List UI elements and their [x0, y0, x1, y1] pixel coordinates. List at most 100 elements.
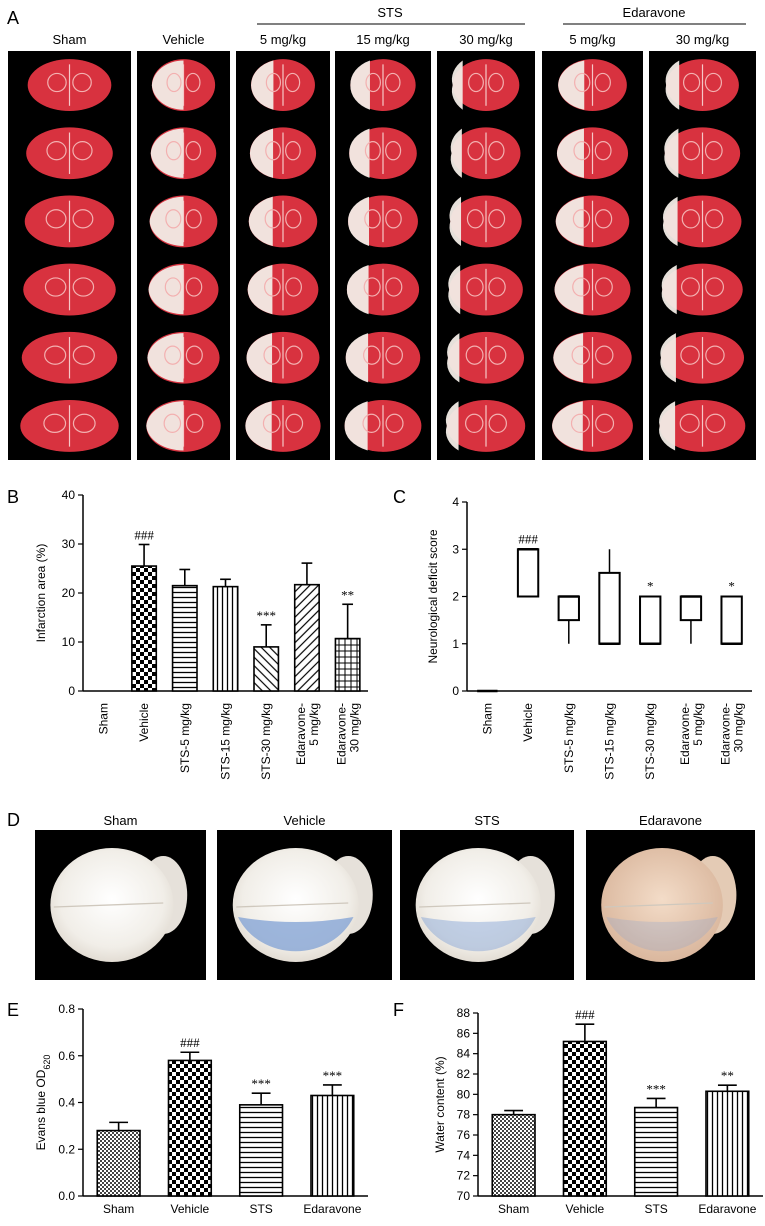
infarct-region	[344, 401, 368, 451]
y-tick-label: 3	[452, 542, 459, 556]
category-label: Vehicle	[566, 1202, 605, 1216]
category-label: STS-15 mg/kg	[219, 703, 233, 780]
ventricle-right	[594, 140, 612, 161]
ventricle-left	[465, 345, 484, 365]
box-iqr	[557, 595, 580, 622]
category-label: Edaravone	[303, 1202, 361, 1216]
panel-letter-e: E	[7, 1000, 19, 1020]
brain-slice	[149, 195, 218, 248]
ventricle-right	[285, 413, 304, 433]
bar	[293, 583, 320, 692]
box-iqr	[516, 548, 540, 598]
brain-slice	[23, 263, 116, 316]
y-tick-label: 0	[68, 684, 75, 698]
infarct-region	[346, 264, 369, 315]
bar	[171, 584, 198, 692]
evans-blue-stain	[238, 917, 354, 952]
infarct-region	[552, 401, 583, 451]
ventricle-left	[165, 140, 182, 161]
ventricle-left	[265, 140, 281, 161]
ventricle-left	[682, 140, 701, 161]
group-header-sts: STS	[377, 5, 403, 20]
ventricle-left	[680, 345, 700, 365]
infarct-region	[553, 333, 584, 383]
ventricle-right	[285, 345, 303, 365]
y-axis-label: Evans blue OD620	[34, 1055, 52, 1151]
y-tick-label: 78	[457, 1108, 471, 1122]
y-tick-label: 80	[457, 1087, 471, 1101]
ventricle-left	[573, 140, 591, 161]
ventricle-left	[44, 277, 67, 297]
category-label: Vehicle	[137, 703, 151, 742]
ventricle-right	[488, 345, 507, 365]
box-plot	[679, 595, 703, 644]
ventricle-left	[265, 72, 282, 93]
ventricle-right	[594, 72, 611, 93]
fissure	[53, 902, 164, 908]
infarct-region	[345, 333, 369, 383]
brain-slice	[21, 331, 118, 384]
bar	[167, 1059, 213, 1197]
panel-letter-a: A	[7, 8, 19, 28]
brain-slice	[146, 400, 221, 452]
infarct-region	[348, 196, 370, 247]
y-tick-label: 88	[457, 1006, 471, 1020]
infarct-region	[448, 264, 461, 315]
ventricle-left	[364, 140, 381, 161]
brain-slice	[659, 400, 746, 452]
y-tick-label: 76	[457, 1128, 471, 1142]
ventricle-right	[385, 413, 404, 433]
significance-label: ###	[134, 527, 154, 542]
infarct-region	[246, 333, 273, 383]
ventricle-right	[488, 140, 505, 161]
brain-slice	[20, 400, 119, 452]
brain-slice	[346, 263, 420, 316]
fissure	[604, 902, 713, 908]
column-label: 5 mg/kg	[260, 32, 306, 47]
y-tick-label: 30	[62, 537, 76, 551]
brain-slice	[246, 331, 320, 384]
infarct-region	[247, 264, 273, 315]
neurological-score-chart: 0 1 2 3 4 Neurological deficit score Sham ### Ve…	[426, 495, 752, 780]
category-label: Sham	[498, 1202, 529, 1216]
bar	[633, 1106, 679, 1197]
bar	[562, 1040, 608, 1197]
brain-photo-panel: Sham Vehicle STS Edaravone	[35, 813, 755, 980]
brain-slice	[345, 331, 421, 384]
category-label: Edaravone-30 mg/kg	[719, 703, 746, 765]
ventricle-left	[164, 277, 182, 297]
box-iqr	[639, 595, 662, 645]
column-label: 30 mg/kg	[459, 32, 512, 47]
category-label: Edaravone-30 mg/kg	[335, 703, 362, 765]
y-tick-label: 70	[457, 1189, 471, 1203]
y-tick-label: 10	[62, 635, 76, 649]
infarct-region	[660, 333, 676, 383]
slice-column-bg	[542, 51, 643, 460]
category-label: Edaravone-5 mg/kg	[294, 703, 321, 765]
ventricle-left	[264, 209, 281, 229]
box-plot	[639, 595, 662, 645]
ventricle-left	[682, 72, 701, 93]
infarct-region	[664, 128, 679, 178]
box-plot	[516, 548, 540, 598]
whole-brain	[232, 848, 373, 962]
infarct-region	[447, 333, 460, 383]
panel-letter-d: D	[7, 810, 20, 830]
brain-slice	[552, 400, 633, 452]
box-plot	[598, 549, 621, 645]
brain-slice-panel: Sham Vehicle 5 mg/kg 15 mg/kg 30 mg/kg 5 mg/k…	[8, 32, 756, 460]
ventricle-left	[570, 413, 590, 433]
infarct-region	[249, 128, 274, 178]
infarct-region	[445, 401, 459, 451]
brain-slice	[26, 127, 113, 180]
brain-slice	[664, 127, 741, 180]
y-tick-label: 72	[457, 1169, 471, 1183]
ventricle-right	[705, 209, 724, 229]
box-iqr	[679, 595, 703, 622]
ventricle-right	[594, 209, 613, 229]
group-header-edaravone: Edaravone	[623, 5, 686, 20]
slice-column-bg	[236, 51, 330, 460]
category-label: Vehicle	[521, 703, 535, 742]
ventricle-right	[284, 72, 301, 93]
photo-label: Vehicle	[284, 813, 326, 828]
